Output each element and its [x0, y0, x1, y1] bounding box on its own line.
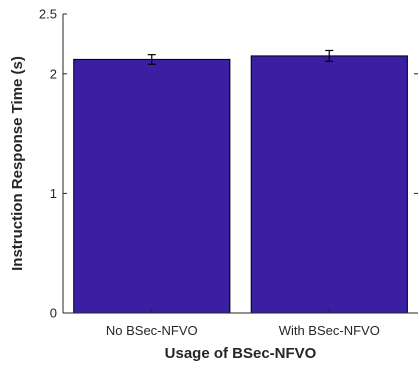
y-tick-label-3: 2.5 — [39, 7, 57, 22]
y-tick-label-0: 0 — [50, 306, 57, 321]
chart-marks — [73, 49, 408, 314]
y-tick-label-1: 1 — [50, 186, 57, 201]
error-bar-0 — [147, 54, 156, 65]
y-axis-label: Instruction Response Time (s) — [9, 56, 26, 271]
chart-axes: No BSec-NFVO With BSec-NFVO 0 1 2 2.5 — [39, 7, 418, 338]
bar-0 — [73, 58, 231, 314]
y-tick-label-2: 2 — [50, 66, 57, 81]
x-axis-label: Usage of BSec-NFVO — [165, 345, 317, 362]
bar-1 — [250, 55, 408, 314]
x-tick-label-1: With BSec-NFVO — [279, 323, 380, 338]
error-bar-1 — [325, 49, 334, 62]
x-tick-label-0: No BSec-NFVO — [106, 323, 198, 338]
